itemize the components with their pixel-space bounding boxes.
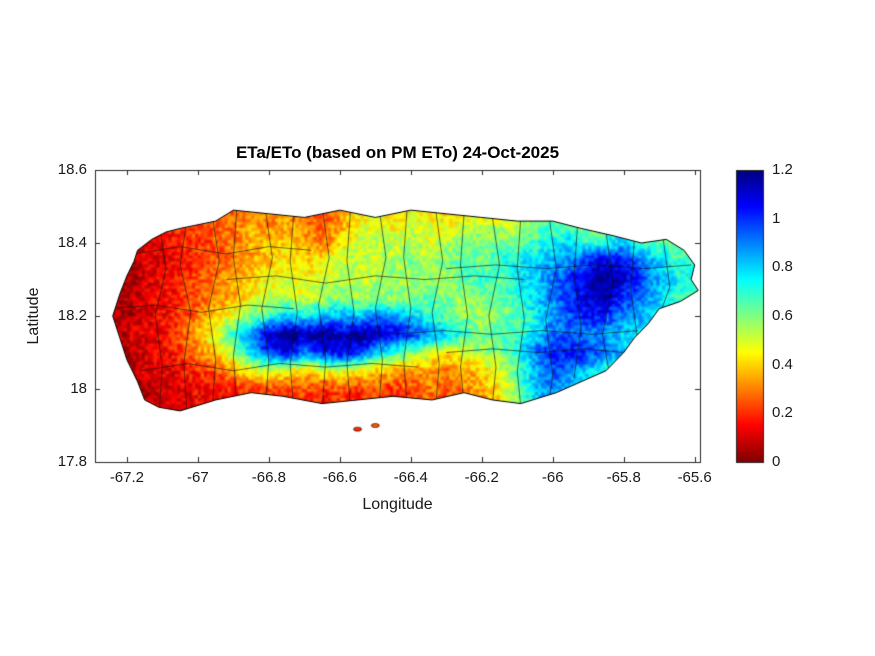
x-tick-label: -67: [187, 469, 209, 486]
y-tick-label: 18.2: [57, 307, 87, 324]
y-tick-label: 18.6: [57, 161, 87, 178]
x-tick-label: -67.2: [109, 469, 145, 486]
colorbar-tick-label: 1.2: [772, 161, 793, 178]
chart-title: ETa/ETo (based on PM ETo) 24-Oct-2025: [235, 143, 560, 162]
x-tick-label: -65.6: [677, 469, 712, 486]
y-tick-label: 17.8: [57, 453, 87, 470]
colorbar-tick-label: 0.4: [772, 355, 793, 373]
colorbar-tick-label: 0.8: [772, 258, 793, 276]
x-tick-label: -66.6: [322, 469, 357, 486]
colorbar-tick-label: 1: [772, 209, 781, 227]
colorbar-tick-label: 0.6: [772, 307, 793, 324]
y-axis-label: Latitude: [25, 287, 42, 345]
x-tick-label: -66.4: [393, 469, 428, 486]
colorbar-tick-label: 0: [772, 453, 781, 470]
x-tick-label: -65.8: [606, 469, 641, 486]
x-axis-label: Longitude: [362, 496, 433, 513]
colorbar-tick-label: 0.2: [772, 404, 793, 422]
x-tick-label: -66.2: [464, 469, 499, 486]
x-tick-label: -66.8: [251, 469, 286, 486]
x-tick-label: -66: [541, 469, 564, 486]
y-tick-label: 18: [70, 380, 87, 397]
y-tick-label: 18.4: [57, 234, 87, 251]
